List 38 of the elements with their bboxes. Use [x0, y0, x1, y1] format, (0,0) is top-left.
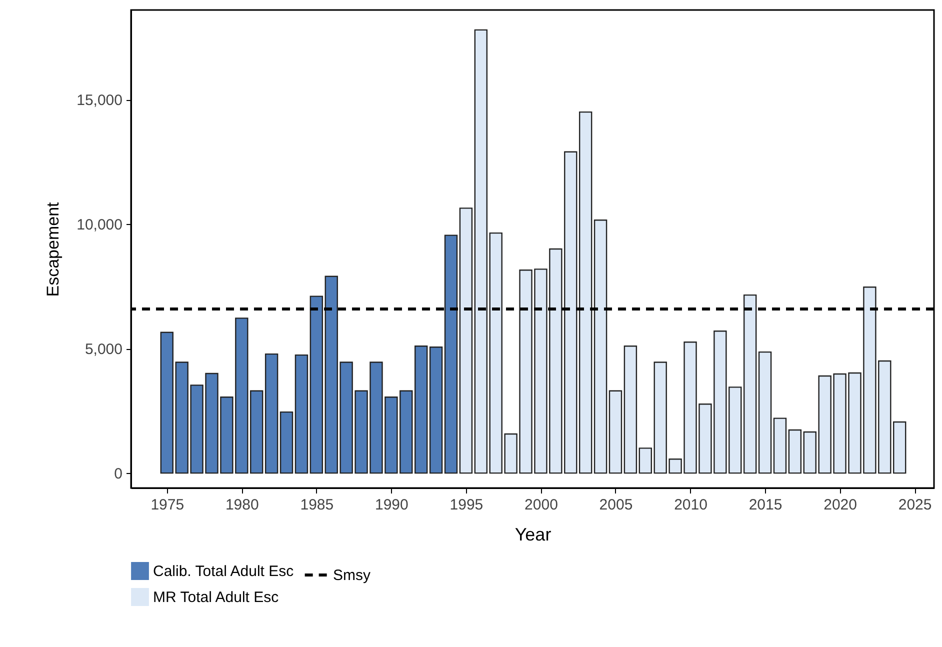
- y-axis-title: Escapement: [44, 202, 63, 297]
- bar: [608, 390, 622, 474]
- x-tick-label: 2010: [674, 496, 708, 514]
- x-tick-label: 1995: [450, 496, 484, 514]
- x-tick-label: 2020: [824, 496, 857, 514]
- y-tick-label: 0: [114, 466, 122, 483]
- y-tick-label: 15,000: [76, 92, 122, 110]
- bar: [294, 354, 308, 474]
- legend-label: Smsy: [333, 567, 371, 584]
- x-tick-label: 1990: [375, 496, 408, 514]
- bar: [758, 351, 772, 474]
- y-tick-label: 5,000: [84, 341, 122, 358]
- bar: [624, 345, 638, 474]
- bar: [444, 234, 458, 474]
- bar: [280, 411, 294, 474]
- x-tick-label: 2025: [898, 496, 932, 514]
- x-axis-title: Year: [514, 524, 552, 544]
- x-tick-label: 2015: [748, 496, 782, 514]
- bar: [264, 353, 278, 474]
- legend-label: Calib. Total Adult Esc: [153, 563, 294, 580]
- bar: [459, 208, 473, 474]
- bar: [414, 345, 428, 474]
- x-tick-label: 2005: [599, 496, 633, 514]
- bar: [310, 296, 324, 474]
- bar: [638, 448, 652, 474]
- bar: [429, 346, 443, 474]
- y-tick-label: 10,000: [76, 216, 122, 234]
- x-tick-label: 2000: [524, 496, 558, 514]
- bar: [788, 429, 802, 474]
- bar: [594, 220, 608, 474]
- x-tick-label: 1980: [225, 496, 259, 514]
- bar: [474, 29, 488, 474]
- bar: [743, 294, 757, 474]
- bar: [773, 418, 787, 474]
- x-tick-label: 1985: [300, 496, 334, 514]
- legend-label: MR Total Adult Esc: [153, 589, 280, 606]
- x-tick-label: 1975: [150, 496, 184, 514]
- bar: [578, 111, 592, 474]
